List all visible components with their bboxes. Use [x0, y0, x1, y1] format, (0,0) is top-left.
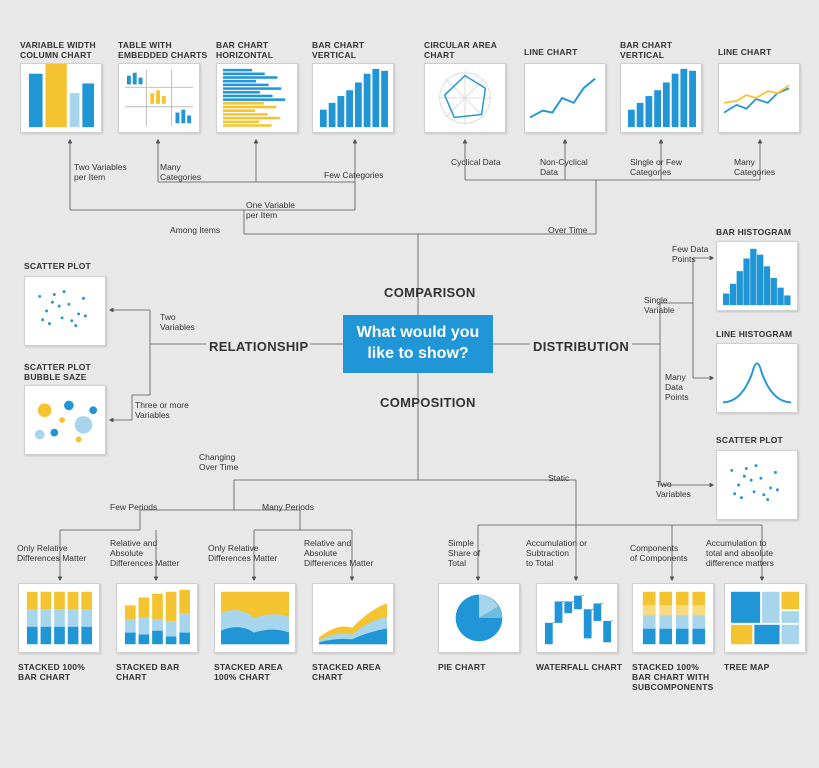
- title-stack100: STACKED 100%BAR CHART: [18, 663, 85, 683]
- chart-bar_vert1: [312, 63, 394, 133]
- title-scatter1: SCATTER PLOT: [24, 262, 91, 272]
- edge-cyclical: Cyclical Data: [451, 157, 501, 167]
- edge-components: Componentsof Components: [630, 543, 688, 563]
- chart-waterfall: [536, 583, 618, 653]
- chart-treemap: [724, 583, 806, 653]
- edge-single_var: SingleVariable: [644, 295, 675, 315]
- edge-few_cat_top: Few Categories: [324, 170, 384, 180]
- edge-few_periods: Few Periods: [110, 502, 157, 512]
- edge-rel_abs2: Relative andAbsoluteDifferences Matter: [304, 538, 373, 569]
- chart-scatter_r: [716, 450, 798, 520]
- edge-two_var_item: Two Variablesper Item: [74, 162, 127, 182]
- edge-simple_share: SimpleShare ofTotal: [448, 538, 480, 569]
- chart-stackbar: [116, 583, 198, 653]
- title-scatter_r: SCATTER PLOT: [716, 436, 783, 446]
- edge-non_cyclical: Non-CyclicalData: [540, 157, 588, 177]
- title-stacksub: STACKED 100%BAR CHART WITHSUBCOMPONENTS: [632, 663, 713, 692]
- edge-many_periods: Many Periods: [262, 502, 314, 512]
- edge-only_rel: Only RelativeDifferences Matter: [17, 543, 86, 563]
- edge-among_items: Among Items: [170, 225, 220, 235]
- edge-many_cat_right: ManyCategories: [734, 157, 775, 177]
- chart-stackarea100: [214, 583, 296, 653]
- title-stackarea100: STACKED AREA100% CHART: [214, 663, 283, 683]
- edge-only_rel2: Only RelativeDifferences Matter: [208, 543, 277, 563]
- section-comparison: COMPARISON: [384, 285, 476, 300]
- title-line2: LINE CHART: [718, 48, 771, 58]
- title-line_hist: LINE HISTOGRAM: [716, 330, 792, 340]
- chart-table_embed: [118, 63, 200, 133]
- title-bar_horiz: BAR CHARTHORIZONTAL: [216, 41, 273, 61]
- edge-many_points: ManyDataPoints: [665, 372, 689, 403]
- edge-three_plus: Three or moreVariables: [135, 400, 189, 420]
- edge-static: Static: [548, 473, 569, 483]
- chart-circular: [424, 63, 506, 133]
- title-stackarea: STACKED AREACHART: [312, 663, 381, 683]
- section-distribution: DISTRIBUTION: [533, 339, 629, 354]
- chart-bar_horiz: [216, 63, 298, 133]
- edge-two_vars_r: TwoVariables: [656, 479, 691, 499]
- edge-two_vars: TwoVariables: [160, 312, 195, 332]
- title-line1: LINE CHART: [524, 48, 577, 58]
- chart-stacksub: [632, 583, 714, 653]
- edge-many_cat_top: ManyCategories: [160, 162, 201, 182]
- title-waterfall: WATERFALL CHART: [536, 663, 622, 673]
- chart-stackarea: [312, 583, 394, 653]
- edge-accum_total: Accumulation tototal and absolutediffere…: [706, 538, 774, 569]
- title-bar_hist: BAR HISTOGRAM: [716, 228, 791, 238]
- title-var_width: VARIABLE WIDTHCOLUMN CHART: [20, 41, 96, 61]
- chart-line_hist: [716, 343, 798, 413]
- chart-pie: [438, 583, 520, 653]
- section-composition: COMPOSITION: [380, 395, 476, 410]
- chart-stack100: [18, 583, 100, 653]
- edge-accum_sub: Accumulation orSubtractionto Total: [526, 538, 587, 569]
- chart-line1: [524, 63, 606, 133]
- edge-single_few: Single or FewCategories: [630, 157, 682, 177]
- edge-over_time: Over Time: [548, 225, 587, 235]
- title-treemap: TREE MAP: [724, 663, 770, 673]
- title-circular: CIRCULAR AREACHART: [424, 41, 497, 61]
- edge-few_points: Few DataPoints: [672, 244, 708, 264]
- title-pie: PIE CHART: [438, 663, 486, 673]
- title-table_embed: TABLE WITHEMBEDDED CHARTS: [118, 41, 207, 61]
- chart-bar_hist: [716, 241, 798, 311]
- title-stackbar: STACKED BARCHART: [116, 663, 179, 683]
- chart-bar_vert2: [620, 63, 702, 133]
- section-relationship: RELATIONSHIP: [209, 339, 308, 354]
- edge-changing: ChangingOver Time: [199, 452, 238, 472]
- chart-scatter1: [24, 276, 106, 346]
- title-bar_vert1: BAR CHARTVERTICAL: [312, 41, 364, 61]
- edge-one_var_item: One Variableper Item: [246, 200, 295, 220]
- edge-rel_abs: Relative andAbsoluteDifferences Matter: [110, 538, 179, 569]
- chart-line2: [718, 63, 800, 133]
- title-bar_vert2: BAR CHARTVERTICAL: [620, 41, 672, 61]
- center-question: What would youlike to show?: [343, 315, 493, 373]
- chart-bubble: [24, 385, 106, 455]
- chart-var_width: [20, 63, 102, 133]
- title-bubble: SCATTER PLOTBUBBLE SAZE: [24, 363, 91, 383]
